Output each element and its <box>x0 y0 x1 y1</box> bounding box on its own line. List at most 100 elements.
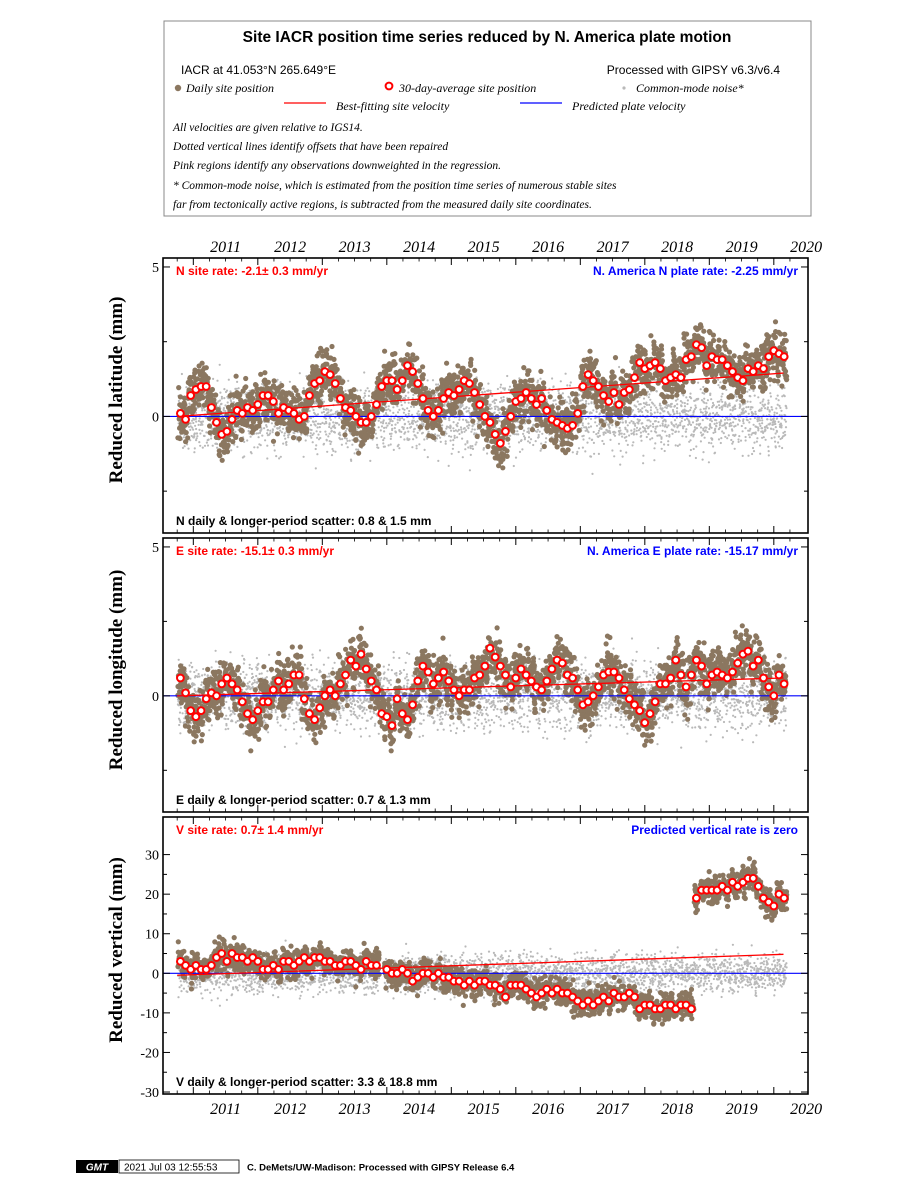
cmn-point <box>526 403 529 406</box>
cmn-point <box>338 423 341 426</box>
cmn-point <box>633 430 636 433</box>
cmn-point <box>693 408 696 411</box>
daily-point <box>361 410 367 416</box>
cmn-point <box>637 429 641 432</box>
cmn-point <box>692 447 695 451</box>
daily-point <box>314 353 320 359</box>
daily-point <box>370 421 376 428</box>
cmn-point <box>594 421 597 424</box>
cmn-point <box>318 426 321 429</box>
cmn-point <box>460 428 463 431</box>
cmn-point <box>322 400 326 403</box>
cmn-point <box>329 418 332 421</box>
cmn-point <box>655 431 658 434</box>
cmn-point <box>718 426 722 429</box>
daily-point <box>238 397 244 403</box>
cmn-point <box>603 431 607 434</box>
daily-point <box>331 356 337 362</box>
cmn-point <box>576 450 579 453</box>
cmn-point <box>271 428 275 432</box>
cmn-point <box>389 437 392 440</box>
cmn-point <box>266 432 269 435</box>
cmn-point <box>600 427 603 430</box>
cmn-point <box>628 434 631 437</box>
daily-point <box>568 432 574 438</box>
daily-point <box>201 371 207 378</box>
cmn-point <box>257 432 260 435</box>
cmn-point <box>539 449 542 452</box>
cmn-point <box>439 436 442 439</box>
cmn-point <box>493 402 496 405</box>
cmn-point <box>724 404 727 407</box>
cmn-point <box>317 433 320 436</box>
cmn-point <box>752 423 755 426</box>
cmn-point <box>285 440 288 444</box>
cmn-point <box>418 413 421 416</box>
cmn-point <box>369 459 372 462</box>
daily-point <box>207 423 213 429</box>
cmn-point <box>444 440 447 443</box>
cmn-point <box>615 425 618 428</box>
cmn-point <box>659 424 662 427</box>
cmn-point <box>284 437 287 440</box>
cmn-point <box>199 423 202 426</box>
cmn-point <box>660 447 663 450</box>
cmn-point <box>759 452 762 455</box>
cmn-point <box>638 403 641 406</box>
cmn-point <box>734 407 737 410</box>
daily-point <box>587 348 593 354</box>
cmn-point <box>393 427 396 430</box>
cmn-point <box>664 420 667 423</box>
cmn-point <box>620 432 623 435</box>
cmn-point <box>723 422 727 425</box>
cmn-point <box>726 437 729 440</box>
cmn-point <box>385 426 388 429</box>
cmn-point <box>516 430 519 433</box>
cmn-point <box>626 443 629 446</box>
cmn-point <box>656 411 659 414</box>
cmn-point <box>313 411 316 414</box>
cmn-point <box>437 383 440 386</box>
cmn-point <box>332 449 335 452</box>
cmn-point <box>699 431 703 434</box>
daily-point <box>593 358 599 364</box>
cmn-point <box>302 387 305 390</box>
daily-point <box>392 351 398 357</box>
cmn-point <box>468 411 471 414</box>
cmn-point <box>625 451 628 454</box>
cmn-point <box>678 412 681 415</box>
cmn-point <box>568 384 572 387</box>
cmn-point <box>761 430 764 433</box>
cmn-point <box>625 439 628 442</box>
cmn-point <box>623 414 626 417</box>
cmn-point <box>699 411 703 414</box>
cmn-point <box>686 399 690 402</box>
cmn-point <box>199 420 202 423</box>
cmn-point <box>552 399 555 402</box>
cmn-point <box>345 442 348 445</box>
daily-point <box>270 438 277 444</box>
cmn-point <box>457 428 460 431</box>
daily-point <box>309 398 315 404</box>
cmn-point <box>426 379 429 382</box>
cmn-point <box>229 390 232 393</box>
cmn-point <box>717 384 720 387</box>
cmn-point <box>775 412 779 415</box>
daily-point <box>351 387 357 393</box>
cmn-point <box>346 446 349 449</box>
cmn-point <box>314 447 317 451</box>
cmn-point <box>774 432 777 435</box>
cmn-point <box>633 422 637 425</box>
cmn-point <box>321 421 324 424</box>
daily-point <box>504 448 510 454</box>
cmn-point <box>456 422 459 425</box>
cmn-point <box>739 439 743 442</box>
cmn-point <box>729 408 732 411</box>
cmn-point <box>645 430 648 433</box>
cmn-point <box>713 451 717 454</box>
cmn-point <box>444 442 447 445</box>
legend-box: Site IACR position time series reduced b… <box>163 20 812 217</box>
daily-point <box>396 395 402 402</box>
cmn-point <box>753 416 757 420</box>
cmn-point <box>676 444 680 447</box>
